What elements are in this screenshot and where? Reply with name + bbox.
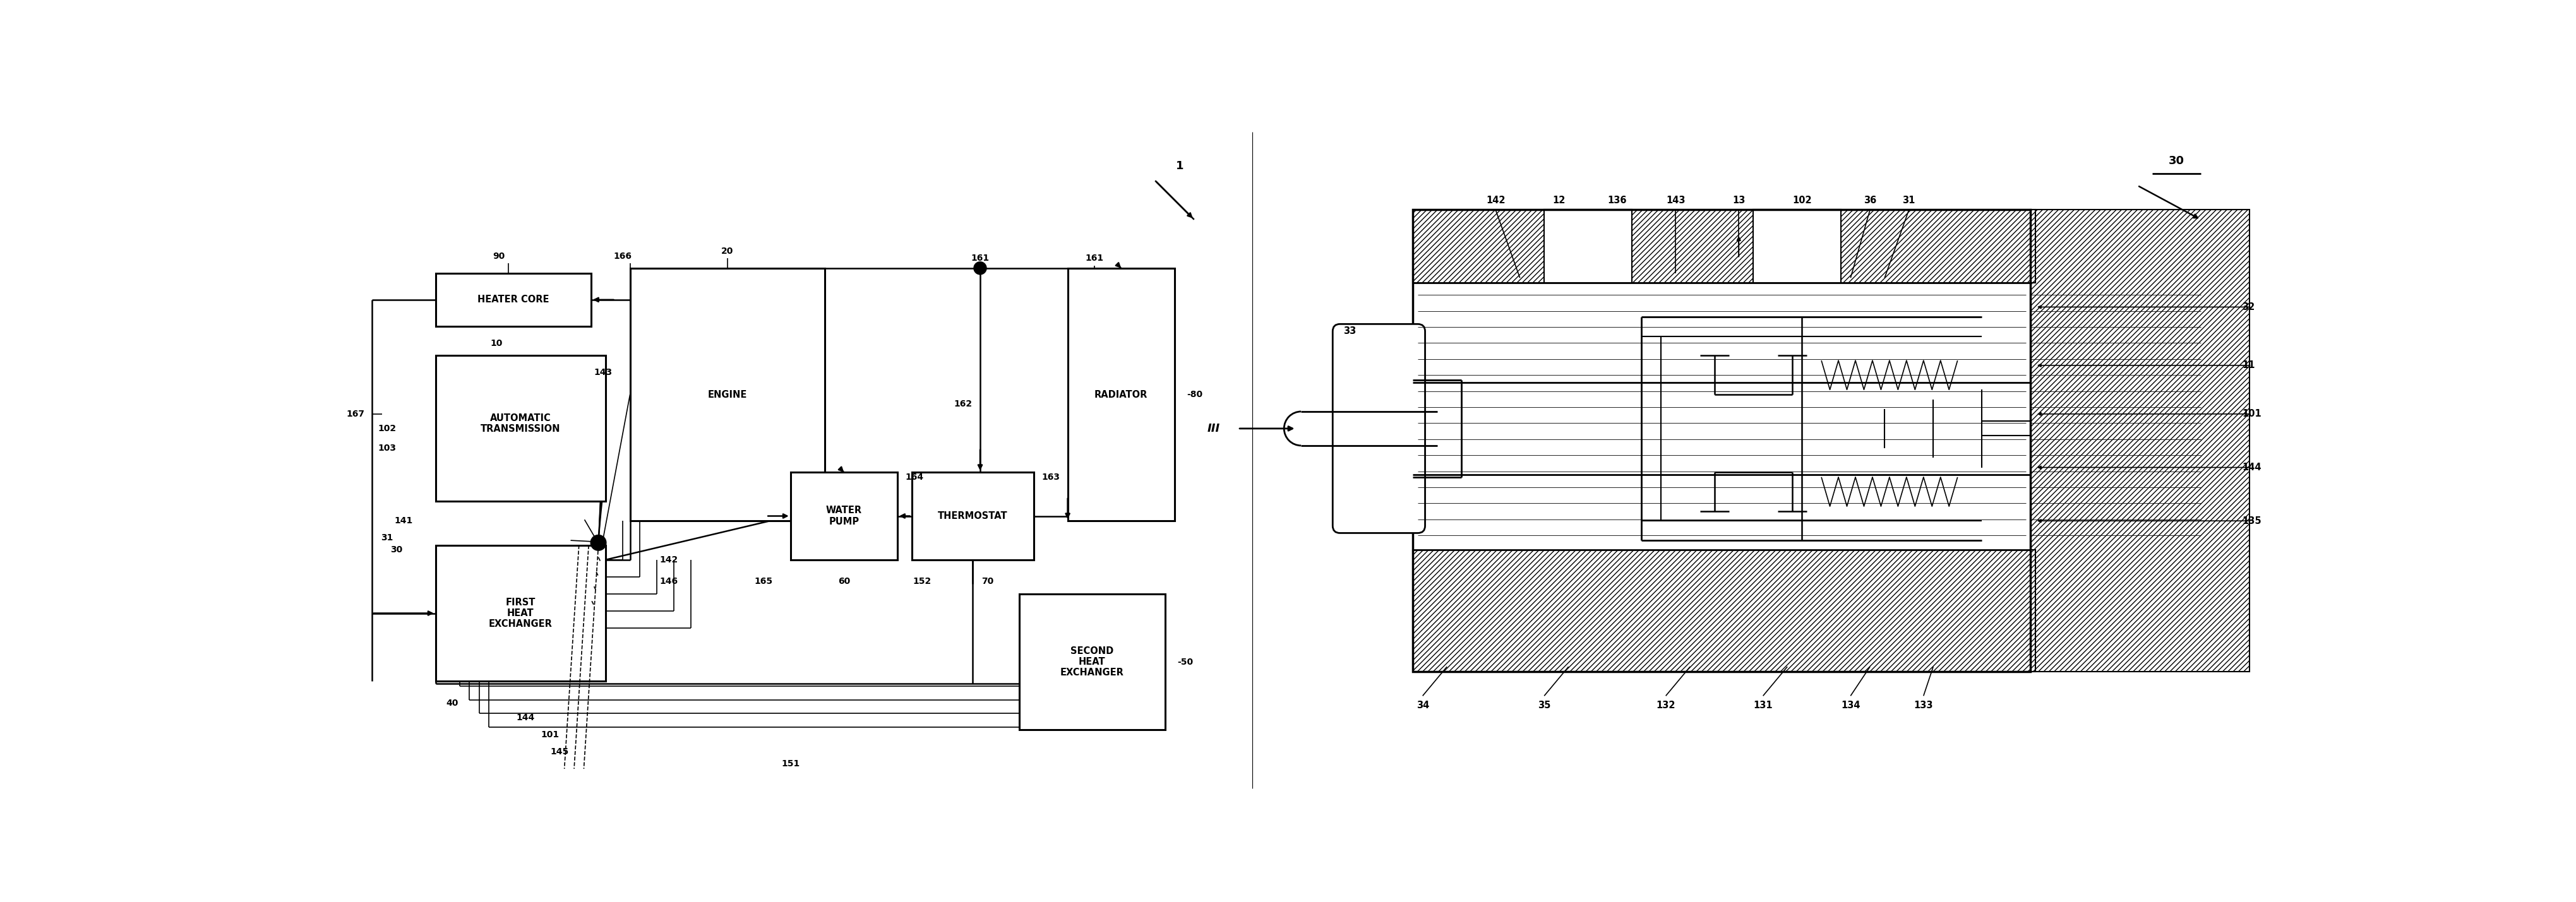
Text: 30: 30	[2169, 155, 2184, 167]
Text: 10: 10	[489, 339, 502, 348]
Bar	[1543, 210, 1631, 282]
Text: WATER
PUMP: WATER PUMP	[827, 506, 863, 526]
Text: SECOND
HEAT
EXCHANGER: SECOND HEAT EXCHANGER	[1059, 646, 1123, 677]
Text: 161: 161	[1084, 254, 1103, 262]
Text: THERMOSTAT: THERMOSTAT	[938, 511, 1007, 520]
Bar	[1412, 210, 2030, 672]
Text: 101: 101	[541, 731, 559, 739]
Text: 146: 146	[659, 577, 677, 586]
Bar	[631, 268, 824, 520]
Text: 32: 32	[2241, 302, 2254, 312]
Bar	[1543, 210, 1631, 282]
Text: 162: 162	[953, 400, 971, 409]
Text: 142: 142	[1486, 196, 1504, 205]
Text: 70: 70	[981, 577, 994, 586]
Text: 35: 35	[1538, 701, 1551, 710]
Text: 136: 136	[1607, 196, 1625, 205]
Text: 13: 13	[1731, 196, 1744, 205]
Text: RADIATOR: RADIATOR	[1095, 390, 1146, 400]
Text: 12: 12	[1551, 196, 1564, 205]
Text: 152: 152	[912, 577, 930, 586]
Bar	[435, 355, 605, 502]
Bar	[435, 273, 590, 327]
Text: ENGINE: ENGINE	[708, 390, 747, 400]
Text: 1: 1	[1175, 161, 1182, 171]
Text: HEATER CORE: HEATER CORE	[477, 295, 549, 305]
Text: 40: 40	[446, 699, 459, 707]
Text: 165: 165	[755, 577, 773, 586]
Bar	[1066, 268, 1175, 520]
Text: 34: 34	[1417, 701, 1430, 710]
Text: 20: 20	[721, 247, 734, 255]
Bar	[1018, 594, 1164, 730]
Text: 144: 144	[2241, 463, 2262, 472]
Text: 103: 103	[379, 444, 397, 453]
Text: 142: 142	[659, 556, 677, 564]
Circle shape	[974, 262, 987, 274]
Text: 135: 135	[2241, 516, 2262, 526]
Text: 145: 145	[551, 748, 569, 756]
Text: 164: 164	[904, 473, 922, 482]
Text: 90: 90	[492, 252, 505, 261]
Text: 102: 102	[1793, 196, 1811, 205]
Text: AUTOMATIC
TRANSMISSION: AUTOMATIC TRANSMISSION	[482, 413, 562, 434]
Text: 133: 133	[1914, 701, 1932, 710]
Bar	[1340, 331, 1417, 526]
Text: -50: -50	[1177, 658, 1193, 667]
Text: 11: 11	[2241, 361, 2254, 370]
Text: 141: 141	[394, 517, 412, 525]
Text: 132: 132	[1656, 701, 1674, 710]
Text: 33: 33	[1342, 327, 1355, 336]
Bar	[435, 545, 605, 681]
Bar	[2030, 210, 2249, 672]
Text: 131: 131	[1752, 701, 1772, 710]
Text: 166: 166	[613, 252, 631, 261]
Text: 151: 151	[781, 759, 799, 769]
Bar	[1412, 282, 2030, 550]
Text: -80: -80	[1188, 390, 1203, 399]
Text: 144: 144	[515, 713, 536, 723]
Text: 102: 102	[379, 424, 397, 433]
Bar	[912, 473, 1033, 560]
Text: 30: 30	[392, 546, 402, 555]
Bar	[791, 473, 896, 560]
Text: 163: 163	[1041, 473, 1059, 482]
Bar	[1752, 210, 1839, 282]
Text: III: III	[1206, 423, 1218, 434]
Text: 167: 167	[345, 410, 363, 419]
Text: 143: 143	[595, 368, 613, 377]
Text: 134: 134	[1839, 701, 1860, 710]
Text: 161: 161	[971, 254, 989, 262]
Bar	[1412, 210, 2035, 282]
Text: 31: 31	[1901, 196, 1914, 205]
Text: 31: 31	[381, 533, 394, 542]
Text: FIRST
HEAT
EXCHANGER: FIRST HEAT EXCHANGER	[489, 597, 551, 629]
Circle shape	[590, 535, 605, 550]
Text: 101: 101	[2241, 410, 2262, 419]
Bar	[1752, 210, 1839, 282]
Text: 36: 36	[1862, 196, 1875, 205]
Text: 60: 60	[837, 577, 850, 586]
Text: 143: 143	[1667, 196, 1685, 205]
Bar	[1412, 550, 2035, 672]
FancyBboxPatch shape	[1332, 324, 1425, 533]
